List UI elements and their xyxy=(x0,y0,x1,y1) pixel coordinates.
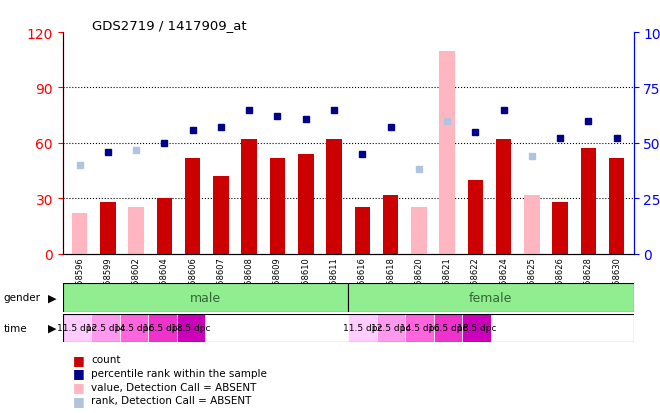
Text: ■: ■ xyxy=(73,380,84,393)
Bar xyxy=(100,202,115,254)
Bar xyxy=(496,140,512,254)
Bar xyxy=(213,177,229,254)
Bar xyxy=(348,314,377,342)
Text: ■: ■ xyxy=(73,353,84,366)
Bar xyxy=(63,284,348,312)
Text: ■: ■ xyxy=(73,366,84,380)
Text: 16.5 dpc: 16.5 dpc xyxy=(143,323,182,332)
Text: 16.5 dpc: 16.5 dpc xyxy=(428,323,468,332)
Bar xyxy=(552,202,568,254)
Bar xyxy=(185,158,201,254)
Text: ■: ■ xyxy=(73,394,84,407)
Text: GDS2719 / 1417909_at: GDS2719 / 1417909_at xyxy=(92,19,247,31)
Text: ▶: ▶ xyxy=(48,293,57,303)
Bar xyxy=(270,158,285,254)
Bar xyxy=(377,314,405,342)
Text: 14.5 dpc: 14.5 dpc xyxy=(400,323,439,332)
Text: female: female xyxy=(469,291,513,304)
Text: rank, Detection Call = ABSENT: rank, Detection Call = ABSENT xyxy=(91,395,251,405)
Text: gender: gender xyxy=(3,293,40,303)
Text: male: male xyxy=(190,291,221,304)
Bar xyxy=(91,314,120,342)
Text: 11.5 dpc: 11.5 dpc xyxy=(57,323,97,332)
Text: 14.5 dpc: 14.5 dpc xyxy=(114,323,154,332)
Text: 18.5 dpc: 18.5 dpc xyxy=(457,323,496,332)
Bar xyxy=(129,208,144,254)
Bar xyxy=(120,314,148,342)
Bar xyxy=(348,284,634,312)
Bar xyxy=(177,314,205,342)
Text: value, Detection Call = ABSENT: value, Detection Call = ABSENT xyxy=(91,382,257,392)
Bar xyxy=(581,149,596,254)
Text: 11.5 dpc: 11.5 dpc xyxy=(343,323,382,332)
Bar xyxy=(609,158,624,254)
Text: ▶: ▶ xyxy=(48,323,57,333)
Bar xyxy=(156,199,172,254)
Text: percentile rank within the sample: percentile rank within the sample xyxy=(91,368,267,378)
Text: time: time xyxy=(3,323,27,333)
Text: 12.5 dpc: 12.5 dpc xyxy=(86,323,125,332)
Bar xyxy=(524,195,540,254)
Bar xyxy=(72,214,87,254)
Text: count: count xyxy=(91,354,121,364)
Bar xyxy=(440,52,455,254)
Bar xyxy=(434,314,462,342)
Text: 18.5 dpc: 18.5 dpc xyxy=(172,323,211,332)
Bar xyxy=(298,154,314,254)
Bar xyxy=(326,140,342,254)
Text: 12.5 dpc: 12.5 dpc xyxy=(372,323,411,332)
Bar xyxy=(242,140,257,254)
Bar xyxy=(383,195,399,254)
Bar xyxy=(63,314,91,342)
Bar xyxy=(411,208,426,254)
Bar xyxy=(148,314,177,342)
Bar xyxy=(462,314,491,342)
Bar xyxy=(405,314,434,342)
Bar xyxy=(354,208,370,254)
Bar xyxy=(467,180,483,254)
